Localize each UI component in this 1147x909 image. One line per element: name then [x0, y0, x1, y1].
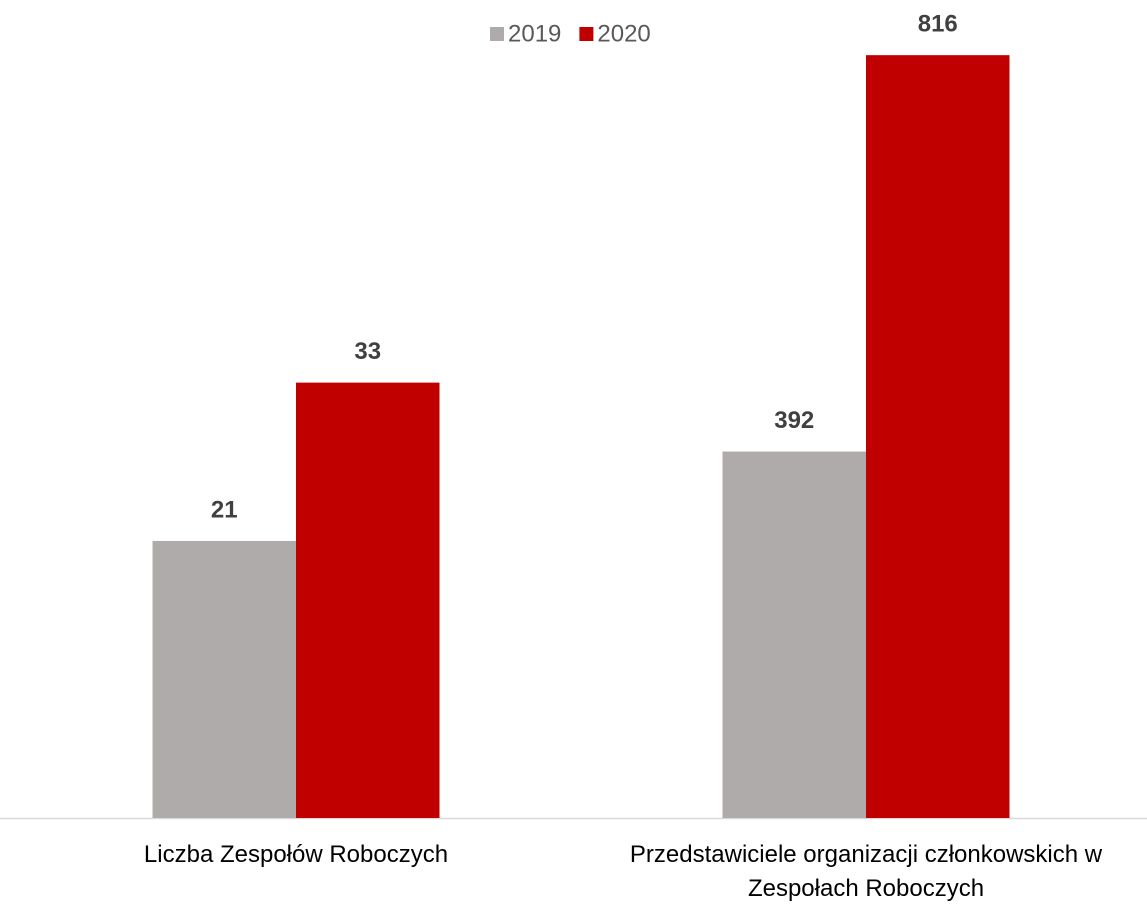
bar: [296, 382, 440, 818]
data-label: 816: [918, 11, 958, 38]
bar: [722, 451, 866, 818]
x-tick-label: Przedstawiciele organizacji członkowskic…: [629, 841, 1103, 902]
x-tick-label: Liczba Zespołów Roboczych: [143, 841, 449, 868]
data-label: 392: [774, 407, 814, 434]
legend-swatch: [490, 27, 504, 41]
data-label: 21: [211, 496, 238, 523]
data-label: 33: [354, 338, 381, 365]
legend-swatch: [579, 27, 594, 41]
bar: [152, 540, 296, 818]
legend-label: 2020: [597, 20, 650, 47]
legend-label: 2019: [508, 20, 561, 47]
bar: [866, 55, 1010, 819]
